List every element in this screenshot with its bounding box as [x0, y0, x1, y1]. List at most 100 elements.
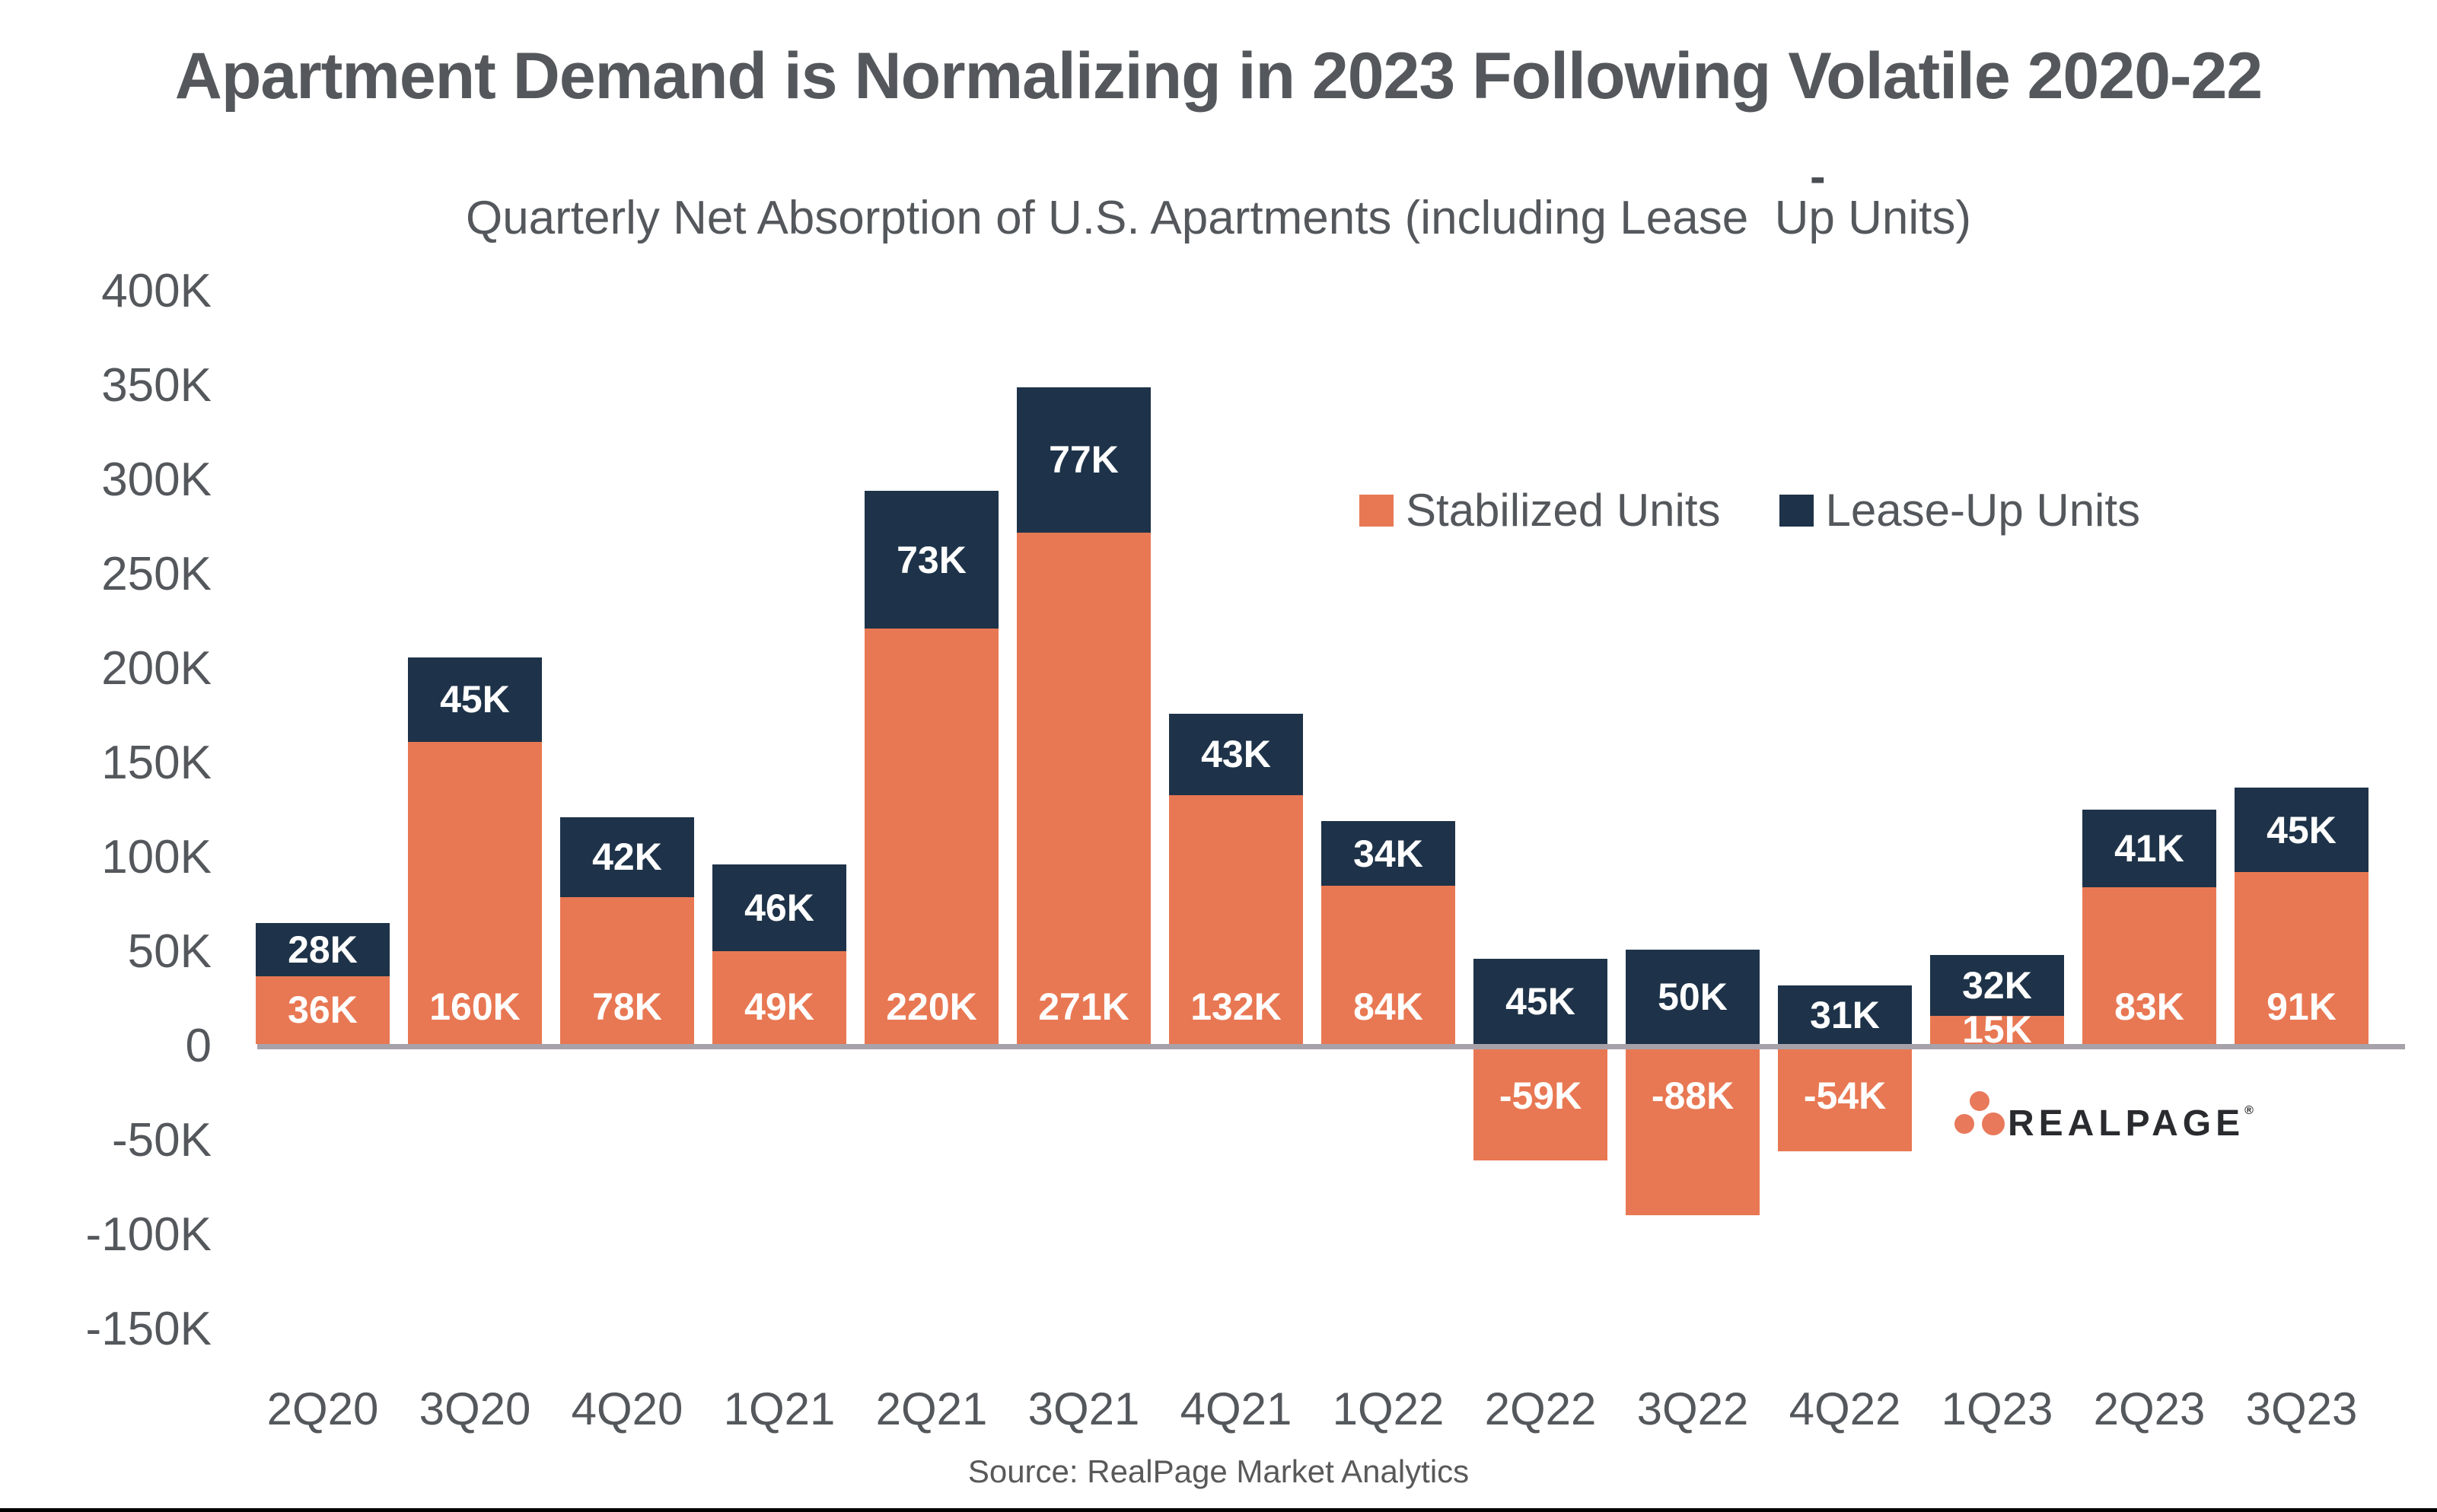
- bar-value-label-lease-up: 45K: [2267, 808, 2337, 851]
- bar-value-label-stabilized: 49K: [744, 985, 814, 1028]
- bar-segment-stabilized: [1017, 532, 1151, 1044]
- stabilized-units-swatch: [1359, 495, 1394, 527]
- bar-value-label-lease-up: 50K: [1658, 976, 1728, 1018]
- y-axis-tick-label: 0: [185, 1020, 212, 1072]
- y-axis-tick-label: 400K: [101, 265, 212, 317]
- bottom-border-line: [0, 1508, 2437, 1512]
- y-axis-tick-label: -100K: [85, 1208, 212, 1261]
- y-axis-tick-label: 50K: [127, 925, 212, 978]
- bar-value-label-lease-up: 77K: [1049, 438, 1119, 482]
- y-axis-tick-label: 300K: [101, 454, 212, 506]
- bar-value-label-stabilized: 78K: [592, 985, 662, 1028]
- bar-value-label-lease-up: 32K: [1962, 964, 2032, 1007]
- bar-segment-stabilized: [1321, 885, 1455, 1044]
- x-axis-label: 2Q20: [266, 1383, 379, 1434]
- bar-segment-lease-up: [2235, 787, 2369, 873]
- x-axis-label: 1Q22: [1332, 1383, 1445, 1434]
- bar-value-label-stabilized: 271K: [1038, 985, 1129, 1028]
- y-axis-tick-label: 250K: [101, 548, 212, 600]
- x-axis-label: 4Q20: [571, 1383, 683, 1434]
- bar-segment-lease-up: [256, 923, 390, 976]
- bar-segment-stabilized: [408, 742, 542, 1044]
- x-axis-label: 1Q21: [723, 1383, 836, 1434]
- x-axis-label: 3Q20: [419, 1383, 531, 1434]
- x-axis-label: 3Q23: [2245, 1383, 2358, 1434]
- bar-value-label-stabilized: -54K: [1803, 1074, 1887, 1117]
- bar-segment-stabilized: [2235, 872, 2369, 1044]
- bar-value-label-lease-up: 41K: [2114, 827, 2184, 871]
- bar-segment-stabilized: [1626, 1049, 1760, 1216]
- legend: Stabilized Units Lease-Up Units: [1359, 485, 2140, 536]
- x-axis-label: 3Q22: [1636, 1383, 1749, 1434]
- realpage-logo: REALPAGE®: [1941, 1079, 2291, 1144]
- bar-value-label-lease-up: 43K: [1201, 733, 1271, 776]
- y-axis-tick-label: 100K: [101, 831, 212, 883]
- lease-up-units-swatch: [1779, 495, 1814, 527]
- x-axis-label: 4Q22: [1789, 1383, 1901, 1434]
- bar-value-label-stabilized: 220K: [886, 985, 977, 1028]
- bar-value-label-stabilized: 91K: [2267, 985, 2337, 1028]
- legend-item-lease-up: Lease-Up Units: [1779, 485, 2141, 536]
- x-axis-label: 2Q22: [1484, 1383, 1597, 1434]
- legend-label-stabilized: Stabilized Units: [1406, 485, 1721, 536]
- bar-segment-stabilized: [712, 951, 846, 1044]
- chart-subtitle: Quarterly Net Absorption of U.S. Apartme…: [465, 192, 1972, 244]
- x-axis-zero-line: [257, 1044, 2405, 1049]
- bar-value-label-lease-up: 45K: [1505, 980, 1575, 1023]
- x-axis-label: 4Q21: [1180, 1383, 1292, 1434]
- bar-segment-stabilized: [1778, 1049, 1912, 1151]
- bar-value-label-lease-up: 42K: [592, 836, 662, 879]
- legend-label-lease-up: Lease-Up Units: [1825, 485, 2141, 536]
- y-axis-tick-label: 350K: [101, 359, 212, 412]
- y-axis-tick-label: -50K: [112, 1114, 212, 1167]
- bar-value-label-stabilized: 83K: [2114, 985, 2184, 1028]
- bar-value-label-stabilized: 132K: [1190, 985, 1282, 1028]
- bar-value-label-stabilized: 84K: [1353, 985, 1423, 1028]
- bar-segment-lease-up: [1169, 714, 1303, 795]
- bar-segment-lease-up: [560, 817, 694, 897]
- bar-segment-lease-up: [1321, 821, 1455, 886]
- y-axis-tick-label: 200K: [101, 642, 212, 695]
- logo-dot-icon: [1982, 1113, 2005, 1135]
- bar-value-label-lease-up: 45K: [440, 678, 510, 721]
- bar-segment-lease-up: [2082, 810, 2216, 888]
- x-axis-label: 2Q23: [2093, 1383, 2206, 1434]
- bar-segment-stabilized: [1473, 1049, 1607, 1161]
- bar-segment-lease-up: [1626, 950, 1760, 1044]
- bar-segment-stabilized: [560, 896, 694, 1044]
- bar-value-label-lease-up: 46K: [744, 887, 814, 930]
- bar-segment-lease-up: [1930, 955, 2064, 1016]
- bar-value-label-lease-up: 73K: [897, 538, 967, 581]
- bar-segment-stabilized: [256, 976, 390, 1044]
- stray-hyphen: -: [1810, 151, 1826, 203]
- bar-segment-lease-up: [865, 491, 999, 629]
- bar-segment-lease-up: [1473, 959, 1607, 1044]
- x-axis-label: 2Q21: [875, 1383, 988, 1434]
- bar-segment-lease-up: [712, 864, 846, 952]
- bar-value-label-stabilized: 36K: [288, 988, 358, 1032]
- registered-mark: ®: [2244, 1104, 2254, 1117]
- y-axis-tick-label: -150K: [85, 1303, 212, 1355]
- bar-segment-stabilized: [2082, 887, 2216, 1044]
- bar-segment-lease-up: [1017, 387, 1151, 533]
- bar-value-label-lease-up: 28K: [288, 928, 358, 971]
- bar-value-label-stabilized: 160K: [429, 985, 521, 1028]
- logo-dot-icon: [1954, 1114, 1974, 1134]
- bar-value-label-stabilized: 15K: [1962, 1008, 2032, 1052]
- y-axis-tick-label: 150K: [101, 737, 212, 789]
- logo-dot-icon: [1970, 1091, 1989, 1111]
- bar-segment-stabilized: [865, 629, 999, 1044]
- bar-value-label-lease-up: 31K: [1810, 993, 1880, 1036]
- bar-value-label-lease-up: 34K: [1353, 832, 1423, 875]
- logo-wordmark: REALPAGE®: [2008, 1103, 2254, 1144]
- legend-item-stabilized: Stabilized Units: [1359, 485, 1721, 536]
- bar-value-label-stabilized: -88K: [1651, 1074, 1735, 1117]
- bar-segment-lease-up: [408, 657, 542, 743]
- source-note: Source: RealPage Market Analytics: [967, 1453, 1470, 1489]
- bar-segment-lease-up: [1778, 985, 1912, 1044]
- bar-segment-stabilized: [1930, 1015, 2064, 1044]
- x-axis-label: 1Q23: [1941, 1383, 2053, 1434]
- bar-value-label-stabilized: -59K: [1499, 1074, 1582, 1117]
- chart-title: Apartment Demand is Normalizing in 2023 …: [174, 40, 2263, 113]
